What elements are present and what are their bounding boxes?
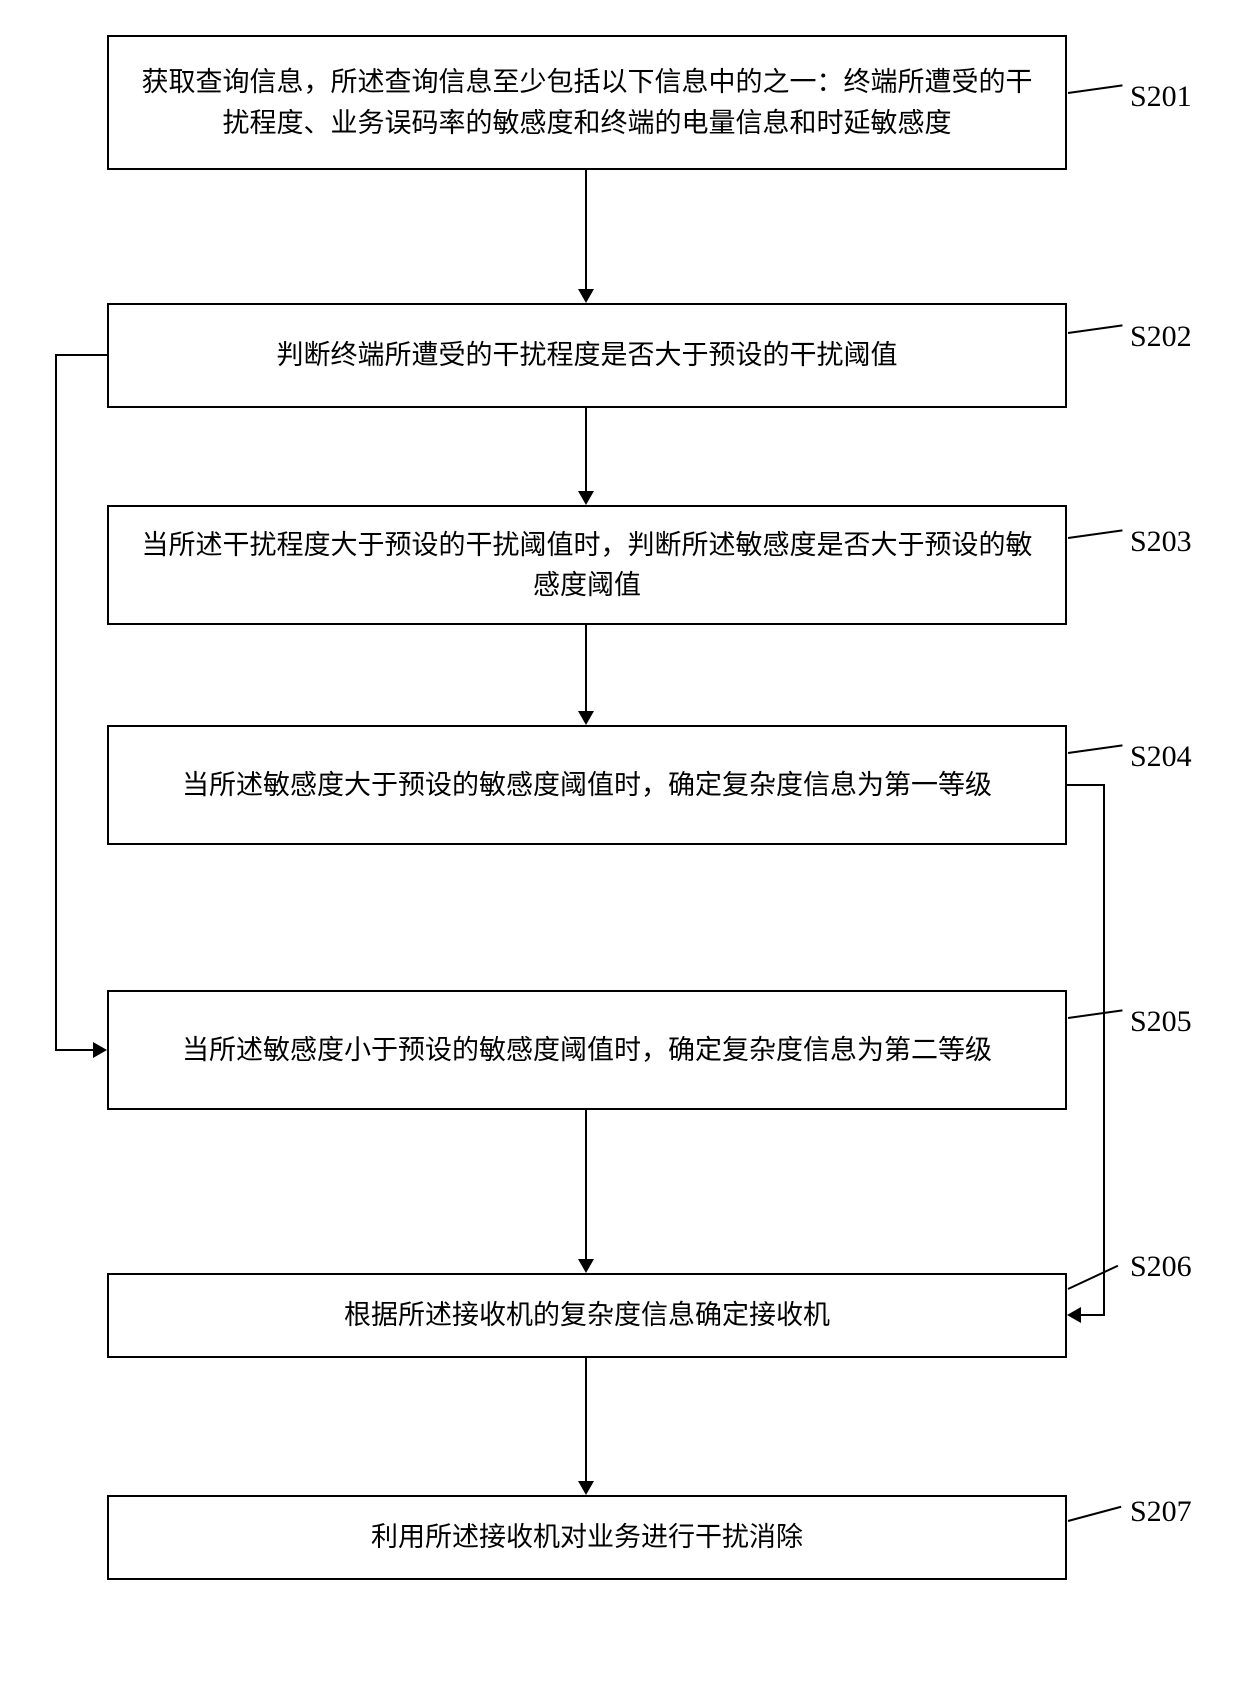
arrow-head-icon <box>578 1259 594 1273</box>
flow-node-text: 根据所述接收机的复杂度信息确定接收机 <box>344 1295 830 1336</box>
flow-edge-side <box>1081 1314 1105 1316</box>
flow-node-s201: 获取查询信息，所述查询信息至少包括以下信息中的之一：终端所遭受的干扰程度、业务误… <box>107 35 1067 170</box>
flow-node-text: 当所述干扰程度大于预设的干扰阈值时，判断所述敏感度是否大于预设的敏感度阈值 <box>129 525 1045 606</box>
flow-edge-side <box>55 354 107 356</box>
label-connector <box>1068 84 1123 94</box>
flow-node-text: 当所述敏感度小于预设的敏感度阈值时，确定复杂度信息为第二等级 <box>182 1030 992 1071</box>
arrow-head-icon <box>578 711 594 725</box>
flow-node-s202: 判断终端所遭受的干扰程度是否大于预设的干扰阈值 <box>107 303 1067 408</box>
flow-node-s204: 当所述敏感度大于预设的敏感度阈值时，确定复杂度信息为第一等级 <box>107 725 1067 845</box>
label-connector <box>1068 1506 1122 1522</box>
label-connector <box>1068 529 1123 539</box>
flow-node-s203: 当所述干扰程度大于预设的干扰阈值时，判断所述敏感度是否大于预设的敏感度阈值 <box>107 505 1067 625</box>
step-label-s202: S202 <box>1130 320 1192 354</box>
arrow-head-icon <box>578 491 594 505</box>
label-connector <box>1068 744 1123 754</box>
flow-edge <box>585 1110 587 1259</box>
label-connector <box>1068 1009 1123 1019</box>
step-label-s204: S204 <box>1130 740 1192 774</box>
step-label-s203: S203 <box>1130 525 1192 559</box>
label-connector <box>1068 324 1123 334</box>
flow-node-text: 获取查询信息，所述查询信息至少包括以下信息中的之一：终端所遭受的干扰程度、业务误… <box>129 62 1045 143</box>
arrow-head-icon <box>578 289 594 303</box>
flow-edge-side <box>55 1049 93 1051</box>
step-label-s205: S205 <box>1130 1005 1192 1039</box>
arrow-head-icon <box>1067 1307 1081 1323</box>
flow-node-s206: 根据所述接收机的复杂度信息确定接收机 <box>107 1273 1067 1358</box>
step-label-s201: S201 <box>1130 80 1192 114</box>
flow-node-text: 当所述敏感度大于预设的敏感度阈值时，确定复杂度信息为第一等级 <box>182 765 992 806</box>
flow-edge-side <box>55 354 57 1050</box>
flow-node-s205: 当所述敏感度小于预设的敏感度阈值时，确定复杂度信息为第二等级 <box>107 990 1067 1110</box>
arrow-head-icon <box>578 1481 594 1495</box>
flow-edge-side <box>1067 784 1105 786</box>
flow-node-text: 利用所述接收机对业务进行干扰消除 <box>371 1517 803 1558</box>
flow-edge <box>585 625 587 711</box>
flow-edge <box>585 408 587 491</box>
label-connector <box>1068 1265 1119 1290</box>
flow-edge <box>585 170 587 289</box>
arrow-head-icon <box>93 1042 107 1058</box>
flow-node-text: 判断终端所遭受的干扰程度是否大于预设的干扰阈值 <box>277 335 898 376</box>
step-label-s207: S207 <box>1130 1495 1192 1529</box>
step-label-s206: S206 <box>1130 1250 1192 1284</box>
flow-node-s207: 利用所述接收机对业务进行干扰消除 <box>107 1495 1067 1580</box>
flow-edge <box>585 1358 587 1481</box>
flow-edge-side <box>1103 784 1105 1315</box>
